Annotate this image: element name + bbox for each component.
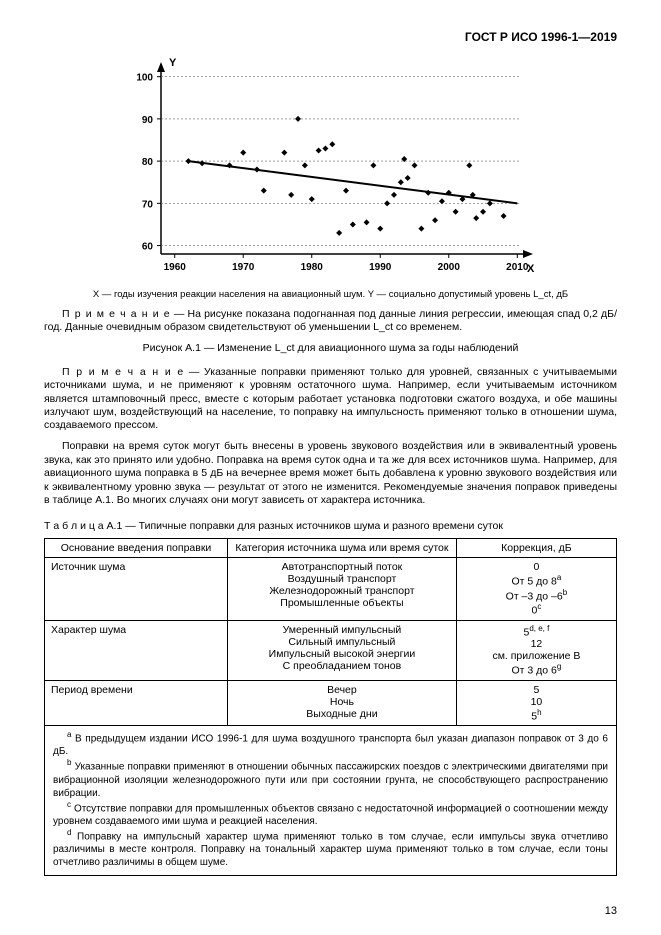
- axis-caption: X — годы изучения реакции населения на а…: [44, 289, 617, 300]
- svg-text:1990: 1990: [369, 262, 392, 273]
- page-number: 13: [605, 905, 617, 917]
- svg-text:60: 60: [141, 242, 153, 253]
- svg-text:2000: 2000: [437, 262, 460, 273]
- note-2: П р и м е ч а н и е — Указанные поправки…: [44, 366, 617, 432]
- chart-a1: YX60708090100196019701980199020002010: [44, 52, 617, 285]
- note-1: П р и м е ч а н и е — На рисунке показан…: [44, 308, 617, 334]
- table-footnotes: a В предыдущем издании ИСО 1996-1 для шу…: [44, 726, 617, 876]
- figure-caption: Рисунок А.1 — Изменение L_ct для авиацио…: [44, 342, 617, 354]
- svg-text:1960: 1960: [163, 262, 186, 273]
- svg-text:100: 100: [136, 73, 153, 84]
- svg-text:1970: 1970: [232, 262, 255, 273]
- svg-text:80: 80: [141, 157, 153, 168]
- col-basis: Основание введения поправки: [45, 539, 228, 558]
- svg-text:90: 90: [141, 115, 153, 126]
- svg-text:Y: Y: [169, 57, 177, 69]
- svg-text:70: 70: [141, 199, 153, 210]
- table-caption: Т а б л и ц а А.1 — Типичные поправки дл…: [44, 520, 617, 532]
- svg-text:2010: 2010: [506, 262, 529, 273]
- standard-header: ГОСТ Р ИСО 1996-1—2019: [44, 30, 617, 44]
- col-category: Категория источника шума или время суток: [228, 539, 457, 558]
- svg-text:1980: 1980: [300, 262, 323, 273]
- body-paragraph: Поправки на время суток могут быть внесе…: [44, 440, 617, 508]
- col-correction: Коррекция, дБ: [456, 539, 616, 558]
- table-a1: Основание введения поправки Категория ис…: [44, 538, 617, 726]
